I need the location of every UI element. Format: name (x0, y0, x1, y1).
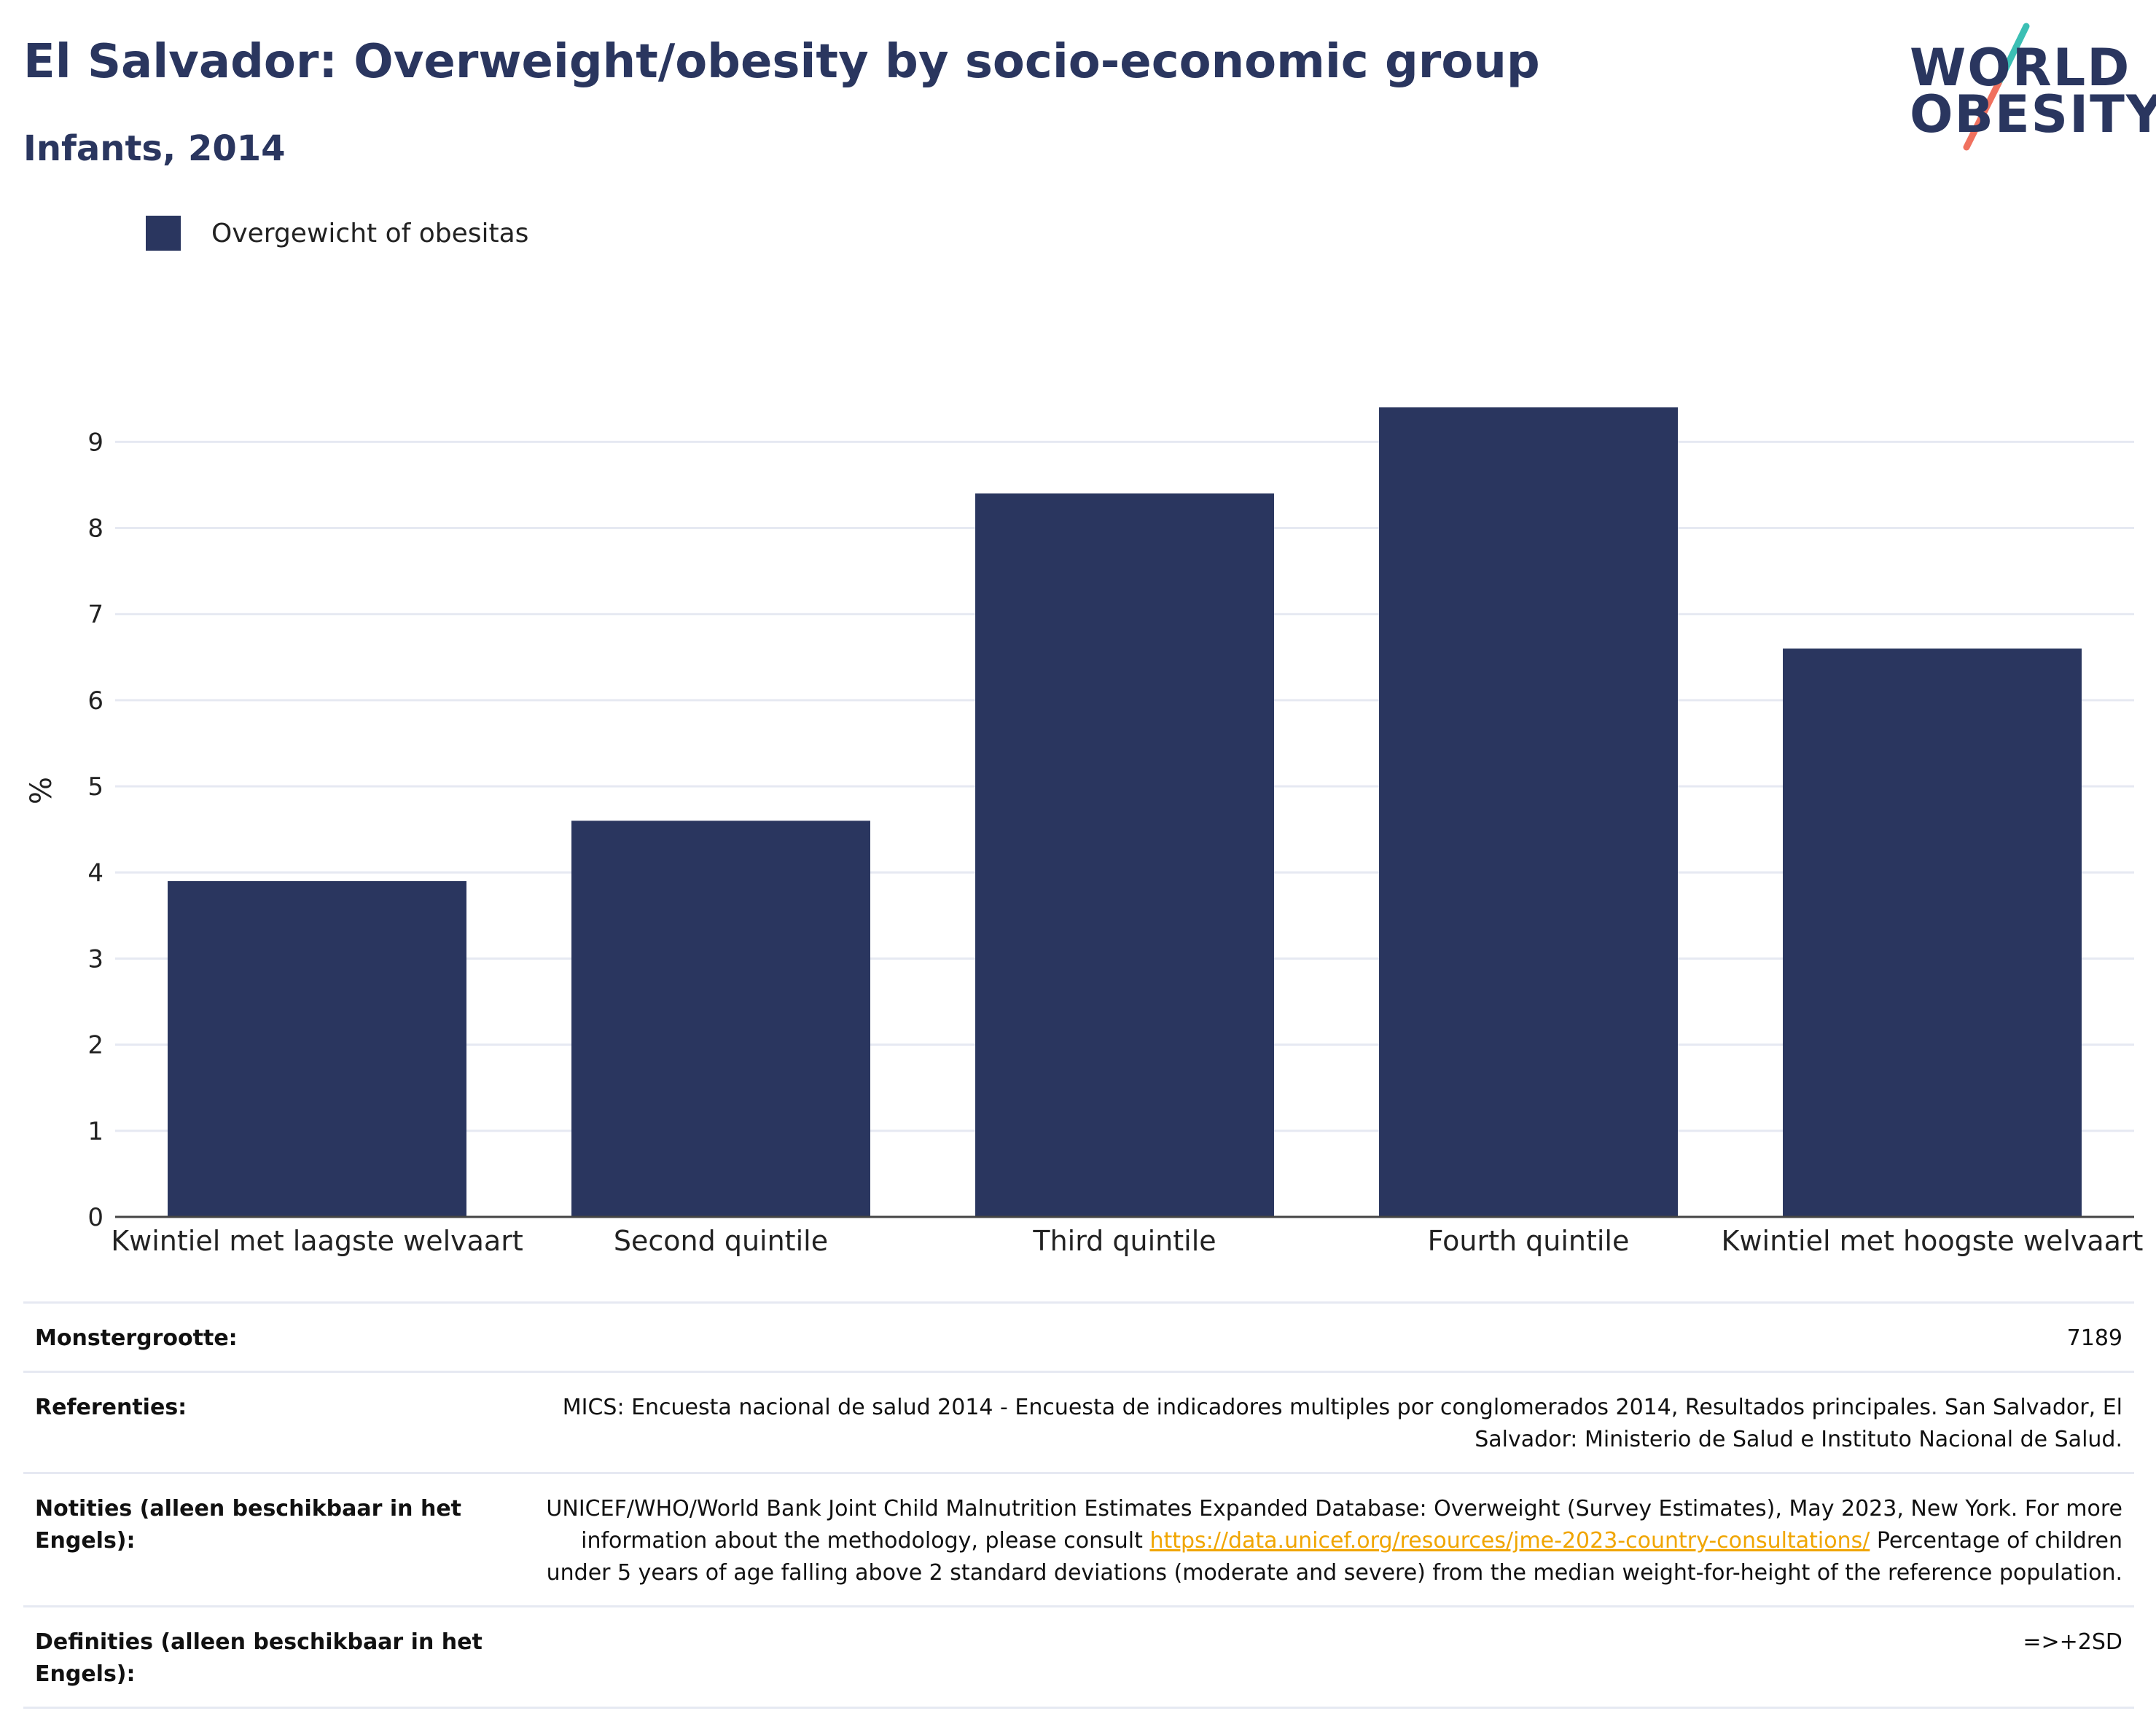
bar-1 (168, 881, 466, 1217)
y-tick-label: 0 (87, 1203, 103, 1232)
y-tick-label: 9 (87, 428, 103, 457)
info-row-definitions: Definities (alleen beschikbaar in het En… (23, 1606, 2134, 1708)
notes-text-2: Percentage of children under 5 years of … (546, 1528, 2122, 1586)
y-tick-label: 4 (87, 858, 103, 888)
y-tick-label: 8 (87, 514, 103, 544)
y-tick-label: 3 (87, 944, 103, 974)
bar-chart: 0 1 2 3 4 5 6 7 8 9% Kwintiel met laagste welvaart… (25, 407, 2144, 1257)
y-tick-label: 6 (87, 686, 103, 716)
x-tick-label: Third quintile (1032, 1225, 1216, 1257)
legend-swatch (146, 216, 181, 251)
chart-title: El Salvador: Overweight/obesity by socio… (23, 35, 1540, 89)
bar-3 (975, 493, 1274, 1217)
notes-label: Notities (alleen beschikbaar in het Enge… (35, 1496, 462, 1554)
info-row-sample-size: Monstergrootte: 7189 (23, 1302, 2134, 1372)
bar-5 (1783, 649, 2082, 1217)
sample-size-value: 7189 (2066, 1325, 2122, 1351)
info-row-references: Referenties: MICS: Encuesta nacional de … (23, 1371, 2134, 1473)
notes-link[interactable]: https://data.unicef.org/resources/jme-20… (1149, 1528, 1870, 1554)
y-axis-label: % (25, 777, 58, 804)
x-tick-label: Kwintiel met laagste welvaart (111, 1225, 523, 1257)
chart-legend[interactable]: Overgewicht of obesitas (146, 216, 528, 251)
sample-size-label: Monstergrootte: (35, 1325, 238, 1351)
x-tick-label: Kwintiel met hoogste welvaart (1722, 1225, 2144, 1257)
definitions-label: Definities (alleen beschikbaar in het En… (35, 1629, 483, 1687)
logo-text-line2: OBESITY (1910, 85, 2156, 144)
x-tick-label: Fourth quintile (1428, 1225, 1630, 1257)
notes-value: UNICEF/WHO/World Bank Joint Child Malnut… (513, 1473, 2134, 1607)
bar-2 (571, 820, 870, 1217)
legend-label: Overgewicht of obesitas (211, 218, 529, 248)
y-tick-label: 7 (87, 600, 103, 630)
references-label: Referenties: (35, 1395, 187, 1420)
references-value: MICS: Encuesta nacional de salud 2014 - … (562, 1395, 2122, 1452)
x-tick-label: Second quintile (614, 1225, 828, 1257)
bar-4 (1379, 407, 1678, 1218)
info-row-notes: Notities (alleen beschikbaar in het Enge… (23, 1473, 2134, 1607)
chart-subtitle: Infants, 2014 (23, 128, 286, 169)
y-tick-label: 5 (87, 772, 103, 802)
info-table: Monstergrootte: 7189 Referenties: MICS: … (23, 1301, 2134, 1709)
y-tick-label: 2 (87, 1031, 103, 1060)
y-tick-label: 1 (87, 1117, 103, 1146)
logo-slash-icon (1963, 23, 2030, 151)
world-obesity-logo[interactable]: WORLD OBESITY (1895, 22, 2156, 153)
logo-text-line1: WORLD (1910, 38, 2131, 98)
notes-text-1: UNICEF/WHO/World Bank Joint Child Malnut… (546, 1496, 2122, 1554)
definitions-value: =>+2SD (2023, 1629, 2122, 1655)
